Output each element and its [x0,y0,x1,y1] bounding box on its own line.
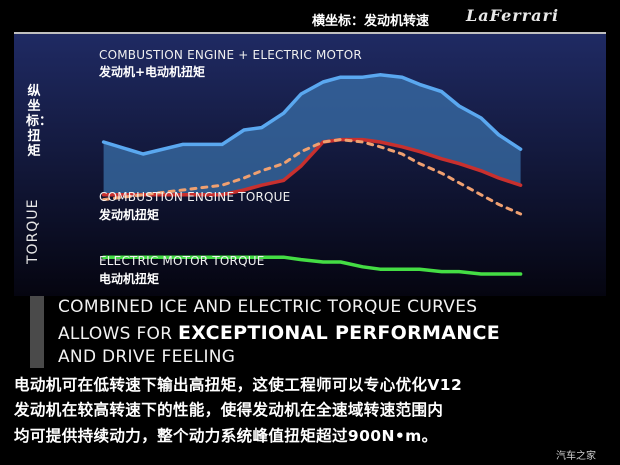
banner-accent-bar [30,296,44,368]
ice-label-en: COMBUSTION ENGINE TORQUE [99,190,291,204]
caption-line-2: 发动机在较高转速下的性能，使得发动机在全速域转速范围内 [14,401,444,419]
electric-torque-line [101,255,523,276]
ice-torque-dashed-line [102,138,523,216]
banner-line-1: COMBINED ICE AND ELECTRIC TORQUE CURVES [58,297,478,317]
banner-line-3: AND DRIVE FEELING [58,347,236,367]
y-axis-label-cn: 纵坐标：扭矩 [26,84,53,159]
combined-torque-line [101,73,523,156]
y-axis-label: TORQUE [25,198,41,264]
caption-line-3: 均可提供持续动力，整个动力系统峰值扭矩超过900N•m。 [14,427,438,445]
banner-line-2-prefix: ALLOWS FOR [58,324,179,344]
combined-label-en: COMBUSTION ENGINE + ELECTRIC MOTOR [99,48,362,62]
electric-label-en: ELECTRIC MOTOR TORQUE [99,254,265,268]
ice-label-cn: 发动机扭矩 [99,208,160,222]
watermark: 汽车之家 [556,451,596,462]
banner-line-2: ALLOWS FOR EXCEPTIONAL PERFORMANCE [58,322,500,344]
laferrari-logo: LaFerrari [466,6,560,25]
caption-line-1: 电动机可在低转速下输出高扭矩，这使工程师可以专心优化V12 [14,376,463,394]
electric-boost-band [103,74,521,195]
combined-label-cn: 发动机+电动机扭矩 [99,65,206,79]
x-axis-note: 横坐标：发动机转速 [312,14,430,29]
electric-label-cn: 电动机扭矩 [99,272,160,286]
banner-line-2-emphasis: EXCEPTIONAL PERFORMANCE [178,322,500,344]
